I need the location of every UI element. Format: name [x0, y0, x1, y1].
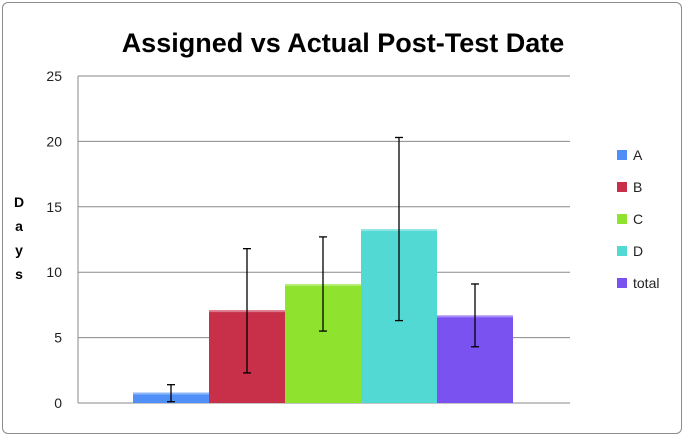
y-axis-label-letter: s [15, 266, 23, 282]
legend-swatch-d [617, 246, 627, 256]
y-tick-label: 0 [54, 395, 62, 411]
legend-label-c: C [633, 211, 643, 227]
y-axis-label-letter: a [15, 218, 23, 234]
legend-swatch-a [617, 150, 627, 160]
y-tick-label: 15 [46, 199, 62, 215]
legend-swatch-c [617, 214, 627, 224]
y-axis-label-letter: D [14, 194, 24, 210]
legend-label-b: B [633, 179, 642, 195]
y-tick-label: 10 [46, 264, 62, 280]
legend-swatch-total [617, 278, 627, 288]
legend-label-d: D [633, 243, 643, 259]
y-tick-label: 5 [54, 330, 62, 346]
chart-title: Assigned vs Actual Post-Test Date [122, 28, 565, 58]
legend-swatch-b [617, 182, 627, 192]
legend-label-total: total [633, 275, 659, 291]
y-axis-ticks: 0 5 10 15 20 25 [46, 68, 62, 411]
y-tick-label: 20 [46, 133, 62, 149]
legend-label-a: A [633, 147, 643, 163]
y-tick-label: 25 [46, 68, 62, 84]
y-axis-label-letter: y [15, 242, 23, 258]
error-bars [167, 136, 479, 403]
